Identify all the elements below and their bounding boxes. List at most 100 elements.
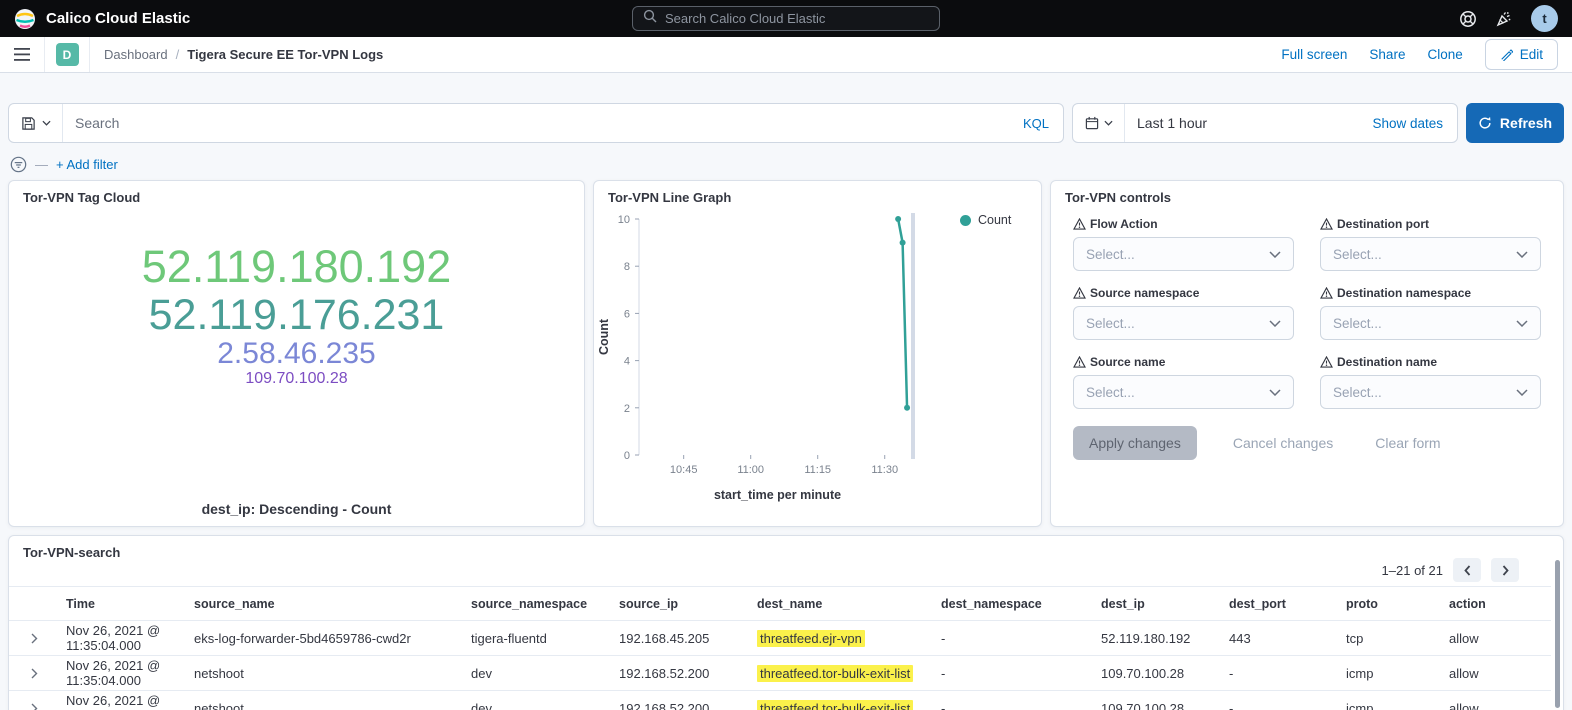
tag-cloud-term[interactable]: 2.58.46.235 (9, 338, 584, 370)
search-icon (643, 9, 657, 28)
user-avatar[interactable]: t (1531, 5, 1558, 32)
table-header-cell[interactable]: action (1449, 597, 1551, 611)
chart-legend-item[interactable]: Count (960, 213, 1011, 227)
nav-actions: Full screen Share Clone Edit (1281, 39, 1572, 70)
table-cell: 52.119.180.192 (1101, 631, 1229, 646)
dashboard-badge[interactable]: D (56, 43, 79, 66)
warning-icon (1320, 218, 1333, 230)
control-select[interactable]: Select... (1073, 237, 1294, 271)
panel-search-table: Tor-VPN-search 1–21 of 21 Timesource_nam… (8, 535, 1564, 710)
show-dates-link[interactable]: Show dates (1372, 116, 1457, 131)
control-field: Source namespace Select... (1073, 286, 1294, 340)
control-field: Source name Select... (1073, 355, 1294, 409)
table-header-cell[interactable]: Time (66, 597, 194, 611)
panel-title: Tor-VPN-search (23, 545, 120, 560)
table-cell: icmp (1346, 666, 1449, 681)
panel-title: Tor-VPN Line Graph (608, 190, 731, 205)
row-expander[interactable] (9, 633, 66, 644)
tag-cloud-term[interactable]: 52.119.176.231 (9, 292, 584, 338)
filter-dash: — (35, 157, 48, 172)
global-header: Calico Cloud Elastic Search Calico Cloud… (0, 0, 1572, 37)
breadcrumb-current: Tigera Secure EE Tor-VPN Logs (187, 47, 383, 62)
search-bar-group: Search KQL (8, 103, 1064, 143)
refresh-button[interactable]: Refresh (1466, 103, 1564, 143)
table-header-cell[interactable]: dest_namespace (941, 597, 1101, 611)
svg-text:Count: Count (597, 318, 611, 355)
calendar-icon (1085, 116, 1099, 130)
help-icon[interactable] (1459, 10, 1477, 28)
query-bar: Search KQL Last 1 hour Show dates Refres… (8, 103, 1564, 143)
edit-button[interactable]: Edit (1485, 39, 1558, 70)
next-page-button[interactable] (1491, 558, 1519, 582)
control-label: Destination name (1320, 355, 1541, 369)
full-screen-link[interactable]: Full screen (1281, 47, 1347, 62)
newsfeed-icon[interactable] (1495, 10, 1513, 28)
tag-cloud-caption: dest_ip: Descending - Count (9, 501, 584, 517)
table-cell: allow (1449, 666, 1551, 681)
control-select[interactable]: Select... (1320, 306, 1541, 340)
chevron-down-icon (1269, 320, 1281, 327)
table-scrollbar[interactable] (1555, 560, 1560, 708)
table-cell: - (1229, 701, 1346, 710)
table-header-cell[interactable]: dest_port (1229, 597, 1346, 611)
breadcrumb: Dashboard / Tigera Secure EE Tor-VPN Log… (104, 47, 383, 62)
kql-button[interactable]: KQL (1009, 116, 1063, 131)
pencil-icon (1500, 48, 1513, 61)
dashboard-badge-wrap: D (45, 37, 90, 72)
header-actions: t (1459, 5, 1558, 32)
table-header-cell[interactable]: source_namespace (471, 597, 619, 611)
chevron-down-icon (42, 120, 51, 126)
tag-cloud-term[interactable]: 52.119.180.192 (9, 243, 584, 292)
row-expander[interactable] (9, 703, 66, 710)
global-search-input[interactable]: Search Calico Cloud Elastic (632, 6, 940, 31)
row-expander[interactable] (9, 668, 66, 679)
elastic-logo[interactable] (14, 8, 36, 30)
table-cell: netshoot (194, 666, 471, 681)
table-cell: tcp (1346, 631, 1449, 646)
calendar-button[interactable] (1073, 104, 1125, 142)
time-range-label[interactable]: Last 1 hour (1125, 115, 1207, 131)
panel-controls: Tor-VPN controls Flow Action Select... D… (1050, 180, 1564, 527)
control-select[interactable]: Select... (1073, 306, 1294, 340)
control-select[interactable]: Select... (1320, 237, 1541, 271)
app-title: Calico Cloud Elastic (46, 10, 190, 27)
filter-icon[interactable] (10, 156, 27, 173)
table-cell: - (941, 666, 1101, 681)
filter-bar: — + Add filter (10, 151, 118, 177)
table-header-cell[interactable]: source_name (194, 597, 471, 611)
apply-changes-button[interactable]: Apply changes (1073, 426, 1197, 460)
svg-text:8: 8 (624, 261, 630, 273)
tag-cloud-tags: 52.119.180.19252.119.176.2312.58.46.2351… (9, 243, 584, 388)
clear-form-button[interactable]: Clear form (1369, 434, 1446, 452)
table-header-cell[interactable]: dest_ip (1101, 597, 1229, 611)
breadcrumb-root[interactable]: Dashboard (104, 47, 168, 62)
table-header-cell[interactable]: proto (1346, 597, 1449, 611)
svg-text:10:45: 10:45 (670, 464, 698, 476)
cancel-changes-button[interactable]: Cancel changes (1227, 434, 1339, 452)
warning-icon (1320, 287, 1333, 299)
tag-cloud-term[interactable]: 109.70.100.28 (9, 370, 584, 387)
add-filter-link[interactable]: + Add filter (56, 157, 118, 172)
prev-page-button[interactable] (1453, 558, 1481, 582)
table-header-cell[interactable]: source_ip (619, 597, 757, 611)
clone-link[interactable]: Clone (1427, 47, 1462, 62)
control-label: Destination namespace (1320, 286, 1541, 300)
search-input[interactable]: Search (63, 115, 1009, 131)
table-cell: 192.168.52.200 (619, 701, 757, 710)
table-cell: dev (471, 701, 619, 710)
saved-query-button[interactable] (9, 104, 63, 142)
highlight-mark: threatfeed.tor-bulk-exit-list (757, 665, 913, 682)
menu-button[interactable] (0, 37, 45, 72)
control-label: Flow Action (1073, 217, 1294, 231)
svg-text:10: 10 (618, 214, 630, 226)
control-select[interactable]: Select... (1320, 375, 1541, 409)
control-select[interactable]: Select... (1073, 375, 1294, 409)
share-link[interactable]: Share (1369, 47, 1405, 62)
highlight-mark: threatfeed.ejr-vpn (757, 630, 865, 647)
table-header-cell[interactable]: dest_name (757, 597, 941, 611)
warning-icon (1320, 356, 1333, 368)
svg-text:0: 0 (624, 450, 630, 462)
warning-icon (1073, 287, 1086, 299)
legend-dot (960, 215, 971, 226)
control-label: Source name (1073, 355, 1294, 369)
